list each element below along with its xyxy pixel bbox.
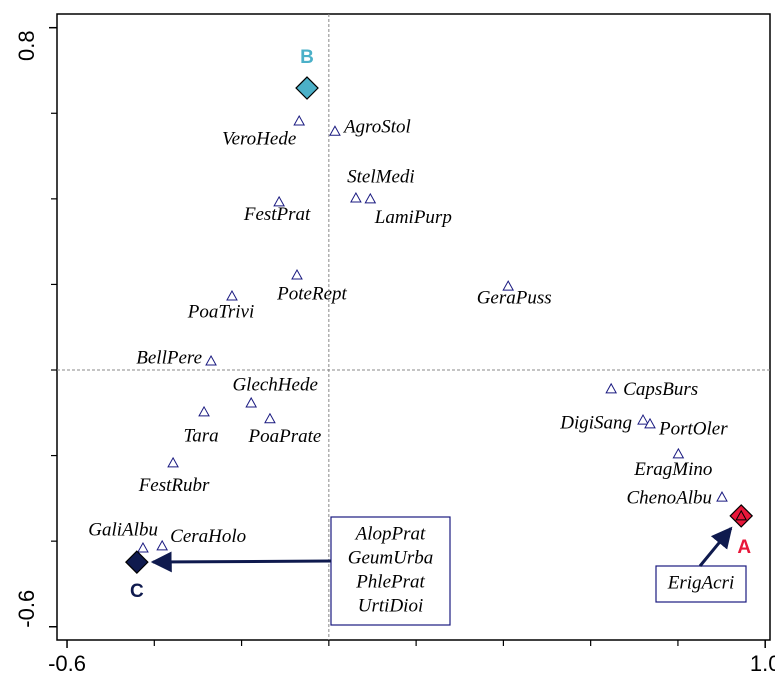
- species-point: [637, 414, 649, 425]
- species-label: EragMino: [633, 459, 712, 480]
- species-label: PoteRept: [276, 283, 347, 304]
- species-point: [502, 280, 515, 291]
- species-label: PoaTrivi: [187, 301, 255, 322]
- boxed-species-label: AlopPrat: [354, 523, 426, 544]
- species-label: PoaPrate: [248, 426, 322, 447]
- species-point: [716, 491, 728, 502]
- species-point: [364, 192, 377, 204]
- sample-label: C: [130, 581, 144, 602]
- x-tick-label: -0.6: [48, 651, 86, 676]
- species-point: [291, 268, 303, 280]
- species-label: CeraHolo: [170, 526, 246, 547]
- species-label: GlechHede: [232, 374, 317, 395]
- y-tick-label: -0.6: [14, 590, 39, 628]
- arrow: [698, 526, 733, 567]
- label-box: [330, 516, 451, 626]
- species-point: [198, 405, 210, 417]
- species-point: [293, 114, 306, 126]
- species-label: StelMedi: [347, 166, 415, 187]
- sample-label: A: [737, 537, 751, 558]
- y-tick-label: 0.8: [14, 30, 39, 61]
- boxed-species-label: UrtiDioi: [358, 595, 423, 616]
- species-point: [137, 541, 149, 553]
- species-label: ChenoAlbu: [627, 487, 713, 508]
- arrow: [150, 551, 332, 573]
- species-label: FestPrat: [243, 204, 311, 225]
- species-point: [167, 456, 179, 468]
- species-label: AgroStol: [342, 117, 411, 138]
- species-label: LamiPurp: [374, 207, 452, 228]
- species-label: CapsBurs: [623, 379, 698, 400]
- species-point: [644, 417, 656, 429]
- species-label: DigiSang: [559, 412, 632, 433]
- plot-frame: [56, 13, 771, 641]
- species-point: [205, 354, 217, 366]
- species-label: GeraPuss: [477, 287, 552, 308]
- species-label: VeroHede: [222, 128, 296, 149]
- boxed-species-label: GeumUrba: [348, 547, 434, 568]
- species-label: FestRubr: [138, 475, 210, 496]
- species-label: GaliAlbu: [88, 519, 158, 540]
- species-point: [226, 289, 238, 301]
- sample-label: B: [300, 47, 314, 68]
- species-point: [350, 191, 362, 203]
- species-point: [245, 396, 258, 408]
- sample-point: [125, 550, 149, 574]
- boxed-species-label: PhlePrat: [355, 571, 425, 592]
- species-point: [273, 195, 285, 207]
- boxed-species-label: ErigAcri: [667, 572, 735, 593]
- species-point: [264, 412, 276, 424]
- species-point: [605, 382, 618, 394]
- species-point: [329, 125, 341, 136]
- x-tick-label: 1.0: [750, 651, 775, 676]
- species-marker-in-sample: [735, 509, 748, 521]
- species-label: BellPere: [136, 347, 202, 368]
- species-point: [156, 539, 169, 551]
- label-box: [655, 565, 747, 603]
- species-label: PortOler: [658, 418, 728, 439]
- sample-point: [295, 76, 319, 100]
- sample-point: [729, 504, 754, 528]
- species-point: [672, 447, 685, 459]
- species-label: Tara: [183, 425, 218, 446]
